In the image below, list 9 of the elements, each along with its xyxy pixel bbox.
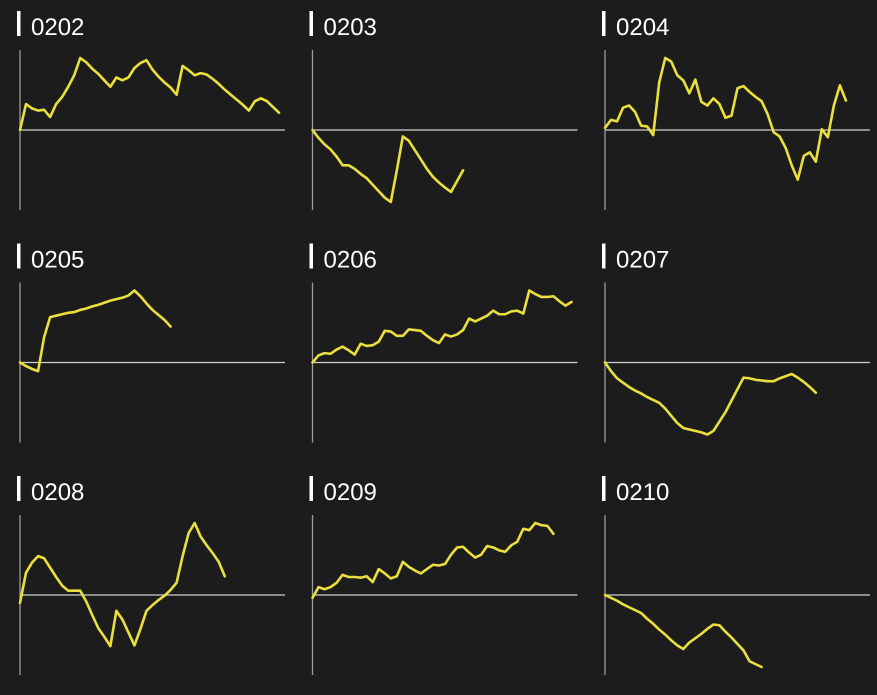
chart-title: 0204 bbox=[616, 14, 670, 41]
chart-title: 0203 bbox=[324, 14, 377, 41]
chart-title: 0202 bbox=[31, 14, 84, 41]
chart-title: 0205 bbox=[31, 246, 84, 274]
chart-title: 0209 bbox=[324, 479, 377, 506]
chart-title: 0207 bbox=[616, 246, 670, 274]
chart-title: 0208 bbox=[31, 479, 84, 506]
chart-title: 0210 bbox=[616, 479, 670, 506]
chart-title: 0206 bbox=[324, 246, 377, 274]
